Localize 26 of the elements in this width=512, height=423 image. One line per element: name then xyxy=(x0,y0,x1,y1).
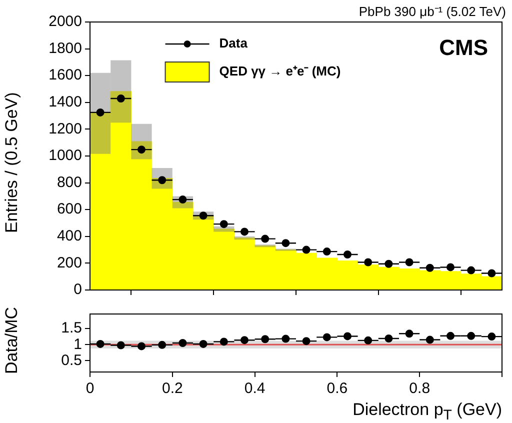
y-tick-label: 1200 xyxy=(48,120,82,138)
y-tick-label: 400 xyxy=(56,228,82,245)
x-tick-label: 0.2 xyxy=(162,380,183,398)
y-tick-label: 1 xyxy=(74,336,82,353)
y-axis-title: Data/MC xyxy=(2,306,22,374)
annotation: CMS xyxy=(439,35,488,60)
x-tick-label: 0.4 xyxy=(244,380,266,398)
x-tick-label: 0.6 xyxy=(326,380,348,398)
y-tick-label: 0 xyxy=(74,281,82,298)
x-tick-label: 0 xyxy=(86,380,94,398)
x-axis-title: Dielectron p$_{T}$ (GeV) xyxy=(352,400,502,423)
y-axis-title: Entries / (0.5 GeV) xyxy=(2,92,22,232)
y-tick-label: 200 xyxy=(56,254,82,272)
y-tick-label: 1600 xyxy=(48,66,82,84)
y-tick-label: 800 xyxy=(56,174,82,191)
y-tick-label: 1000 xyxy=(48,147,82,164)
legend-label: Data xyxy=(219,36,248,51)
chart-title: PbPb 390 μb⁻¹ (5.02 TeV) xyxy=(358,3,506,20)
legend-label: QED γγ → e⁺e⁻ (MC) xyxy=(219,64,341,79)
y-tick-label: 600 xyxy=(56,200,82,218)
y-tick-label: 0.5 xyxy=(61,352,82,369)
y-tick-label: 1800 xyxy=(48,40,82,57)
y-tick-label: 1.5 xyxy=(61,320,82,337)
y-tick-label: 1400 xyxy=(48,94,82,111)
x-tick-label: 0.8 xyxy=(409,380,430,398)
y-tick-label: 2000 xyxy=(48,13,82,30)
